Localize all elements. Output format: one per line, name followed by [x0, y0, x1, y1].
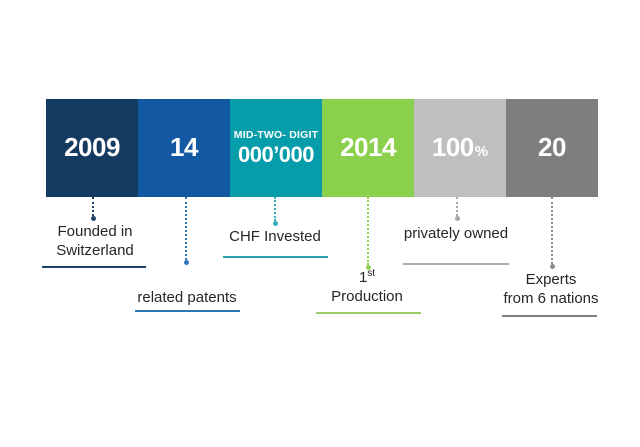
- label-experts-line1: Experts: [525, 271, 577, 288]
- block-first-production-year: 2014: [322, 99, 414, 197]
- label-ownership: privately owned: [386, 224, 526, 243]
- stat-value-ownership-row: 100%: [431, 132, 489, 163]
- connector-end-dot: [90, 216, 96, 221]
- label-production: 1st Production: [297, 268, 437, 306]
- label-underline-ownership: [403, 263, 509, 265]
- stat-value-invested: 000’000: [237, 141, 315, 167]
- label-experts-line2: from 6 nations: [503, 290, 599, 307]
- label-underline-experts: [502, 315, 597, 317]
- connector-end-dot: [183, 260, 189, 265]
- stat-value-production: 2014: [340, 132, 396, 163]
- stat-value-experts: 20: [538, 132, 566, 163]
- label-founded-line1: Founded in: [57, 223, 133, 240]
- label-invested: CHF Invested: [205, 227, 345, 246]
- label-experts: Experts from 6 nations: [481, 270, 621, 308]
- block-year-founded: 2009: [46, 99, 138, 197]
- label-founded: Founded in Switzerland: [25, 222, 165, 260]
- label-production-line2: Production: [331, 288, 403, 305]
- label-underline-founded: [42, 266, 146, 268]
- label-underline-patents: [135, 310, 240, 312]
- block-experts: 20: [506, 99, 598, 197]
- label-invested-line1: CHF Invested: [229, 228, 321, 245]
- connector-founded: [90, 197, 96, 221]
- percent-sign: %: [474, 143, 489, 161]
- connector-end-dot: [365, 265, 371, 270]
- label-founded-line2: Switzerland: [56, 242, 134, 259]
- label-underline-production: [316, 312, 421, 314]
- stat-caption-invested: MID-TWO- DIGIT: [233, 128, 319, 141]
- connector-production: [365, 197, 371, 270]
- connector-patents: [183, 197, 189, 265]
- label-ownership-line1: privately owned: [403, 225, 509, 242]
- block-patents: 14: [138, 99, 230, 197]
- connector-ownership: [454, 197, 460, 221]
- label-production-line1: 1st: [358, 268, 376, 287]
- connector-invested: [272, 197, 278, 226]
- stat-value-patents: 14: [170, 132, 198, 163]
- stats-bar: 2009 14 MID-TWO- DIGIT 000’000 2014 100%…: [46, 99, 598, 197]
- connector-end-dot: [549, 264, 555, 269]
- block-chf-invested: MID-TWO- DIGIT 000’000: [230, 99, 322, 197]
- label-patents: related patents: [117, 288, 257, 307]
- stat-value-ownership: 100: [431, 132, 474, 163]
- label-patents-line1: related patents: [137, 289, 237, 306]
- connector-experts: [549, 197, 555, 269]
- label-underline-invested: [223, 256, 328, 258]
- connector-end-dot: [454, 216, 460, 221]
- block-ownership: 100%: [414, 99, 506, 197]
- ordinal-suffix: st: [367, 268, 376, 279]
- stat-value-founded: 2009: [64, 132, 120, 163]
- connector-end-dot: [272, 221, 278, 226]
